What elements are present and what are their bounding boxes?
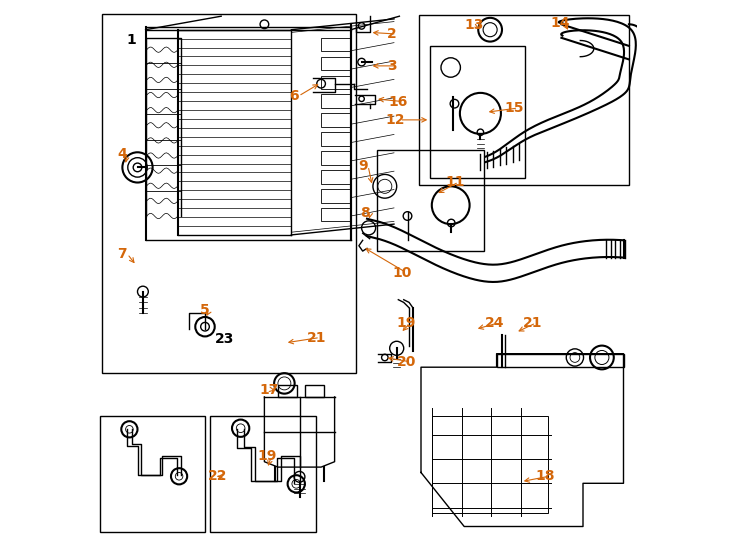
Text: 14: 14	[550, 16, 570, 30]
Bar	[211, 416, 316, 532]
Bar	[321, 113, 351, 127]
Bar	[321, 132, 351, 146]
Text: 13: 13	[464, 18, 484, 32]
Text: 19: 19	[258, 449, 277, 463]
Text: 5: 5	[200, 303, 209, 318]
Bar	[419, 15, 630, 185]
Text: 15: 15	[505, 101, 524, 115]
Text: 22: 22	[208, 469, 228, 483]
Bar	[100, 416, 205, 532]
Bar	[278, 385, 297, 397]
Bar	[321, 189, 351, 202]
Bar	[497, 354, 623, 367]
Text: 3: 3	[387, 59, 396, 73]
Bar	[430, 46, 525, 178]
Bar	[321, 170, 351, 184]
Bar	[321, 38, 351, 51]
Bar	[432, 416, 548, 513]
Bar	[321, 76, 351, 89]
Text: 23: 23	[215, 332, 234, 346]
Bar	[103, 14, 356, 373]
Text: 21: 21	[307, 330, 326, 345]
Bar	[377, 150, 484, 251]
Text: 18: 18	[536, 469, 555, 483]
Text: 24: 24	[484, 316, 504, 330]
Text: 12: 12	[386, 113, 405, 127]
Text: 6: 6	[288, 89, 298, 103]
Text: 19: 19	[396, 316, 416, 330]
Polygon shape	[421, 354, 623, 526]
Text: 9: 9	[358, 159, 368, 173]
Text: 10: 10	[393, 266, 413, 280]
Bar	[321, 151, 351, 165]
Text: 7: 7	[117, 247, 127, 261]
Bar	[305, 385, 324, 397]
Bar	[321, 208, 351, 221]
Text: 1: 1	[127, 33, 137, 48]
Text: 20: 20	[396, 355, 416, 369]
Text: 17: 17	[259, 383, 278, 397]
Text: 16: 16	[388, 94, 408, 109]
Bar	[321, 57, 351, 70]
Bar	[321, 94, 351, 108]
Text: 2: 2	[387, 27, 397, 41]
Text: 8: 8	[360, 206, 370, 220]
Text: 21: 21	[523, 316, 542, 330]
Text: 11: 11	[446, 175, 465, 189]
Text: 4: 4	[117, 147, 127, 161]
